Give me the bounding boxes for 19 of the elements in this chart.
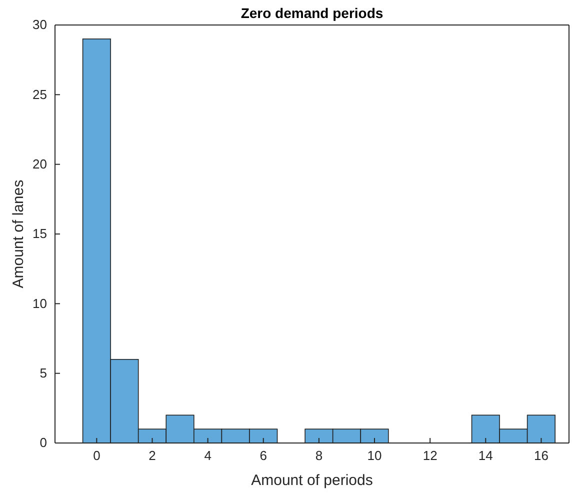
x-tick-label: 2: [148, 448, 156, 464]
x-tick-label: 8: [315, 448, 323, 464]
x-tick-label: 0: [93, 448, 100, 464]
x-tick-label: 12: [422, 448, 438, 464]
x-tick-label: 4: [204, 448, 212, 464]
y-tick-label: 25: [32, 86, 47, 102]
y-tick-label: 30: [32, 17, 47, 32]
x-tick-label: 6: [260, 448, 267, 464]
chart-title: Zero demand periods: [240, 5, 384, 21]
y-tick-label: 10: [32, 296, 47, 311]
x-tick-label: 14: [478, 448, 493, 464]
y-tick-label: 20: [32, 156, 47, 172]
y-tick-label: 0: [40, 435, 47, 450]
y-axis-title: Amount of lanes: [10, 180, 27, 288]
x-tick-label: 10: [367, 448, 382, 464]
x-tick-label: 16: [534, 448, 548, 464]
y-tick-label: 5: [40, 365, 47, 380]
x-axis-title: Amount of periods: [251, 472, 373, 489]
y-tick-label: 15: [32, 226, 47, 242]
